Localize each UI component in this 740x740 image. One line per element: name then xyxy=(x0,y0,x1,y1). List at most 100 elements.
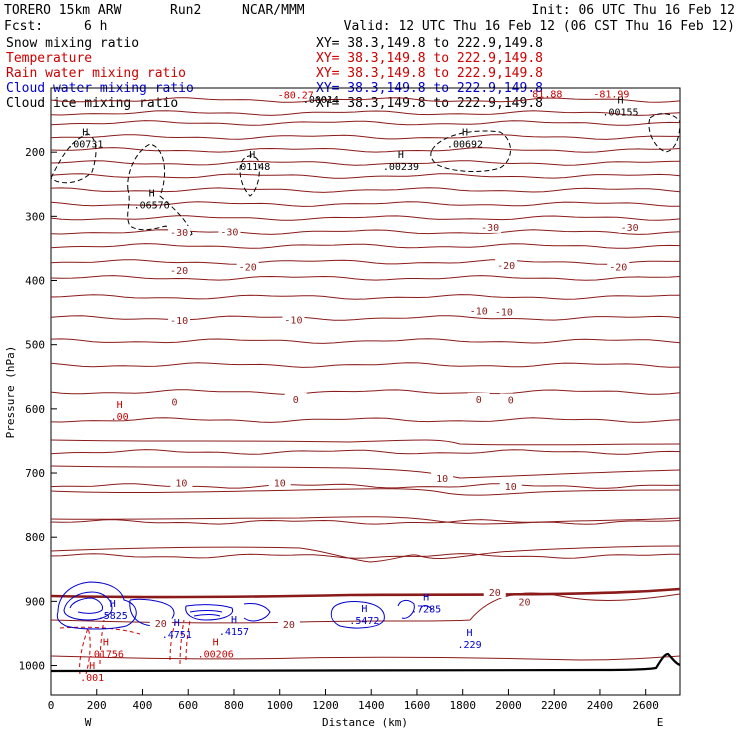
cloud-water-contour-1 xyxy=(63,591,113,621)
header-valid: Valid: 12 UTC Thu 16 Feb 12 (06 CST Thu … xyxy=(344,19,735,34)
y-tick-label-2: 400 xyxy=(25,275,45,288)
isotherm-18 xyxy=(50,389,681,395)
extremum-value-0: .00731 xyxy=(67,139,103,150)
isotherm-label-17: 10 xyxy=(274,478,286,489)
isotherm-label-3: -30 xyxy=(621,223,639,234)
y-axis: 200 300 400 500 600 700 800 900 1000 xyxy=(19,146,57,673)
isotherm-label-13: 0 xyxy=(293,395,299,406)
x-tick-label-7: 1400 xyxy=(358,699,385,712)
isotherm-label-bg-13 xyxy=(284,392,307,405)
cloud-water-contour-3 xyxy=(129,598,175,627)
rain-contours xyxy=(59,619,191,675)
extremum-value-12: .4157 xyxy=(219,627,249,638)
isotherm-3 xyxy=(50,134,680,140)
cloud-water-contours xyxy=(56,581,433,630)
isotherm-label-bg-8 xyxy=(168,313,191,326)
isotherm-label-bg-11 xyxy=(492,305,515,318)
isotherm-label-bg-10 xyxy=(467,304,490,317)
extremum-mark-11: H xyxy=(174,618,180,629)
rain-contour-3 xyxy=(59,626,141,635)
isotherm-20 xyxy=(50,449,681,455)
extremum-mark-15: H xyxy=(467,628,473,639)
ground-line xyxy=(50,652,681,673)
isotherm-16 xyxy=(50,338,681,344)
extremum-value-7: .01756 xyxy=(88,649,124,660)
x-tick-label-10: 2000 xyxy=(495,699,522,712)
isotherm-14 xyxy=(50,294,680,300)
cloud-water-contour-6 xyxy=(243,603,271,622)
isotherm-low-1 xyxy=(50,516,681,525)
isotherm-label-bg-7 xyxy=(607,260,630,273)
top-label-1: 81.88 xyxy=(532,90,562,101)
isotherm-19 xyxy=(50,417,681,423)
y-tick-label-5: 700 xyxy=(25,467,45,480)
extremum-value-3: .00692 xyxy=(447,139,483,150)
isotherm-label-2: -30 xyxy=(481,223,499,234)
isotherm-label-bg-21 xyxy=(277,618,300,631)
extremum-mark-8: H xyxy=(213,637,219,648)
isotherm-label-bg-18 xyxy=(431,471,454,484)
isotherm-label-bg-17 xyxy=(268,476,291,489)
x-tick-label-12: 2400 xyxy=(587,699,614,712)
isotherm-15 xyxy=(50,315,681,321)
isotherm-5 xyxy=(50,160,681,166)
isotherm-label-15: 0 xyxy=(508,396,514,407)
isotherm-9 xyxy=(50,215,681,221)
isotherm-8 xyxy=(50,201,680,207)
snow-contour-2 xyxy=(239,155,260,197)
isotherm-22 xyxy=(50,519,681,525)
y-tick-label-8: 1000 xyxy=(19,660,46,673)
snow-contour-0 xyxy=(50,133,97,184)
isotherm-label-20: 20 xyxy=(155,619,167,630)
y-tick-label-3: 500 xyxy=(25,339,45,352)
extremum-value-5: .06576 xyxy=(134,200,170,211)
isotherm-11 xyxy=(50,243,681,249)
legend-xy-0: XY= 38.3,149.8 to 222.9,149.8 xyxy=(316,36,543,51)
x-tick-label-4: 800 xyxy=(224,699,244,712)
east-label: E xyxy=(657,716,664,729)
x-tick-label-0: 0 xyxy=(48,699,55,712)
snow-contour-3 xyxy=(430,130,511,172)
isotherm-label-bg-5 xyxy=(236,260,259,273)
isotherm-2 xyxy=(50,120,681,126)
isotherm-label-9: -10 xyxy=(284,315,302,326)
isotherm-label-4: -20 xyxy=(170,266,188,277)
isotherm-10 xyxy=(50,229,681,235)
isotherm-13 xyxy=(50,275,681,281)
freezing-isotherm xyxy=(50,587,681,599)
x-axis: 0 200 400 600 800 1000 1200 1400 1600 1800 2000 220… xyxy=(48,689,659,712)
plot-frame xyxy=(50,87,681,696)
top-label-0: -80.27 xyxy=(278,90,314,101)
header-init: Init: 06 UTC Thu 16 Feb 12 xyxy=(532,3,736,18)
extremum-mark-14: H xyxy=(423,593,429,604)
rain-contour-2 xyxy=(169,619,191,665)
isotherm-label-bg-23 xyxy=(513,595,536,608)
extremum-mark-7: H xyxy=(103,637,109,648)
isotherm-label-bg-14 xyxy=(467,392,490,405)
temperature-isotherms xyxy=(50,97,681,661)
extremum-mark-6: H xyxy=(117,400,123,411)
isotherm-label-6: -20 xyxy=(497,261,515,272)
ground-surface xyxy=(50,652,681,673)
isotherm-0 xyxy=(50,97,681,103)
isotherm-label-7: -20 xyxy=(609,263,627,274)
x-tick-label-1: 200 xyxy=(87,699,107,712)
isotherm-label-8: -10 xyxy=(170,316,188,327)
extremum-value-8: .00206 xyxy=(198,649,234,660)
isotherm-label-bg-16 xyxy=(170,476,193,489)
extremum-mark-1: H xyxy=(249,150,255,161)
extremum-value-15: .229 xyxy=(458,640,482,651)
x-tick-label-5: 1000 xyxy=(266,699,293,712)
y-axis-label: Pressure (hPa) xyxy=(4,346,17,439)
header-fcst-label: Fcst: xyxy=(4,19,43,34)
x-tick-label-9: 1800 xyxy=(449,699,476,712)
snow-contours xyxy=(50,113,681,238)
isotherm-label-bg-1 xyxy=(218,225,241,238)
extremum-value-13: .5472 xyxy=(349,616,379,627)
isotherm-low-4 xyxy=(50,655,681,661)
isotherm-1 xyxy=(50,110,681,116)
x-tick-label-8: 1600 xyxy=(404,699,431,712)
header-run: Run2 xyxy=(170,3,201,18)
isotherm-17 xyxy=(50,362,681,368)
